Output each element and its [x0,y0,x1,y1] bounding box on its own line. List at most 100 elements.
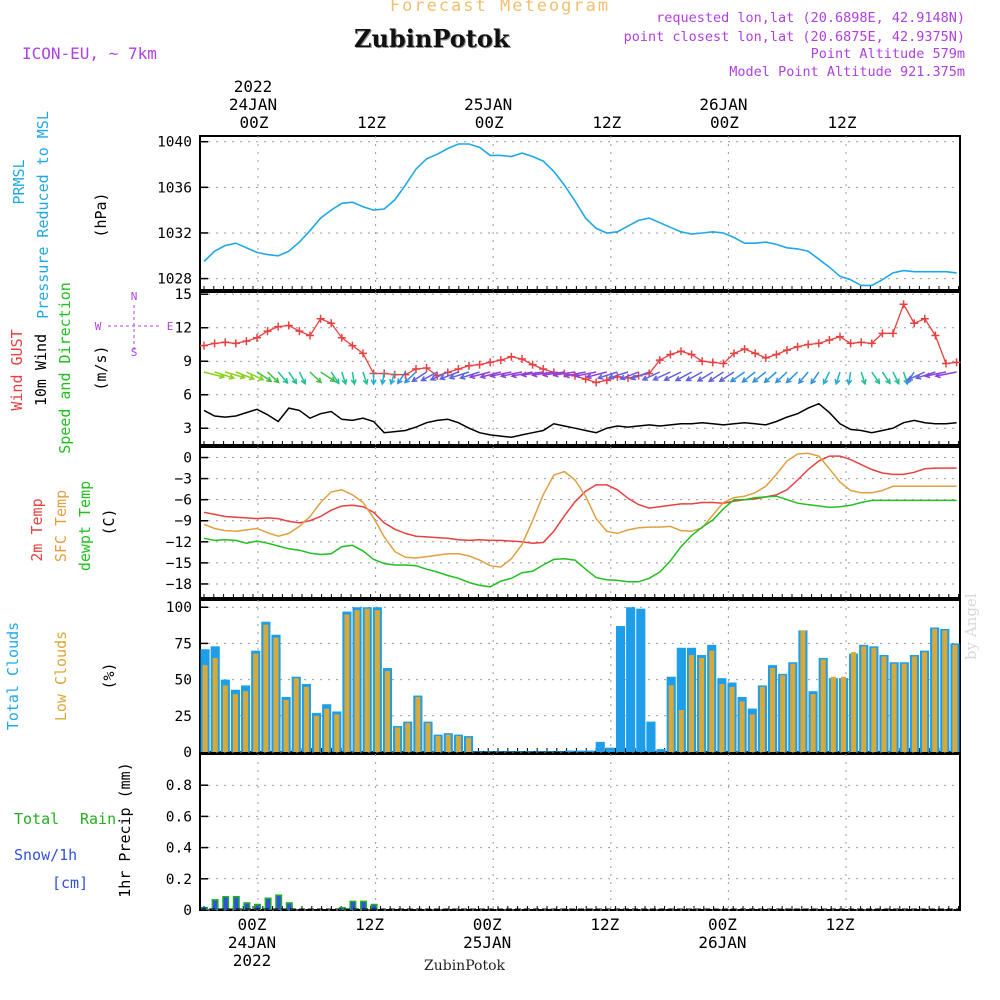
low-cloud-bar [283,699,289,752]
wind-arrow-head [914,373,922,380]
low-cloud-bar [678,710,684,752]
wind-direction-arrow [798,371,809,384]
gust-point [857,338,866,347]
wind-arrow-head [258,375,265,381]
panel-5: 0 0.2 0.4 0.6 0.8 [166,753,961,919]
wind-arrow-head [403,377,411,384]
wind-direction-arrow [381,371,385,385]
wind-arrow-head [520,371,527,378]
low-cloud-bar [324,708,330,752]
gust-point [687,350,696,359]
wind-direction-arrow [288,371,297,384]
wind-direction-arrow [620,371,639,380]
bottom-hour-label: 00Z [238,915,267,934]
bottom-day-label: 25JAN [463,933,511,952]
low-cloud-bar [901,663,907,752]
y-tick-label: −3 [175,472,192,488]
wind-arrow-head [389,378,396,386]
low-cloud-bar [445,734,451,752]
wind-direction-arrow [686,371,703,382]
total-cloud-bar [524,751,534,752]
wind-direction-arrow [404,371,417,384]
wind-arrow-head [885,378,891,385]
gust-point [284,321,293,330]
low-clouds-label: Low Clouds [52,631,70,721]
low-cloud-bar [719,683,725,752]
wind-direction-arrow [421,371,438,382]
gust-point [867,339,876,348]
y-tick-label: 1032 [157,226,192,242]
wind-arrow-head [315,377,323,384]
low-cloud-bar [303,686,309,752]
low-cloud-bar [952,644,958,752]
wind-direction-arrow [362,371,368,385]
top-day-label: 24JAN [229,95,277,114]
low-cloud-bar [243,691,249,752]
gust-point [814,339,823,348]
gust-point [878,329,887,338]
precip-snow-bar [350,902,355,910]
wind-arrow-head [923,372,931,379]
gust-point [528,360,537,369]
wind-direction-arrow [835,371,841,385]
wind-arrow-head [822,378,829,386]
gust-point [401,370,410,379]
precip-snow-bar [287,903,292,910]
total-cloud-bar [585,750,595,752]
total-cloud-bar [504,751,514,752]
wind-arrow-head [228,373,236,380]
wind-direction-arrow [351,371,356,385]
gust-point [581,375,590,384]
low-cloud-bar [790,663,796,752]
total-cloud-bar [494,751,504,752]
dewpt-line [203,495,957,588]
compass-s: S [131,346,138,359]
gust-point [390,370,399,379]
low-cloud-bar [354,610,360,752]
gust-point [306,331,314,340]
top-hour-label: 00Z [710,113,739,132]
total-cloud-bar [474,751,484,752]
precip-unit-label: 1hr Precip (mm) [116,762,134,897]
wind-unit-label: (m/s) [92,345,110,390]
wind-direction-arrow [501,371,523,377]
low-cloud-bar [749,714,755,752]
wind-direction-arrow [320,371,336,382]
y-tick-label: 0.8 [166,778,192,794]
gust-point [475,360,484,369]
wind-arrow-head [282,377,289,385]
low-cloud-bar [293,678,299,752]
gust-point [899,300,908,309]
gust-point [910,319,919,328]
low-cloud-bar [881,656,887,752]
precip-snow-label: Snow/1h [14,846,77,864]
precip-total-label: Total [14,810,59,828]
y-tick-label: 12 [175,321,192,337]
precip-cm-label: [cm] [52,874,88,892]
point-altitude: Point Altitude 579m [810,46,965,62]
gust-point [454,365,463,374]
wind-direction-arrow [752,371,767,383]
y-tick-label: −9 [175,514,192,530]
total-cloud-bar [545,751,555,752]
wind-direction-arrow [235,371,255,380]
model-altitude: Model Point Altitude 921.375m [729,64,965,80]
wind-arrow-head [300,378,307,386]
gust-point [263,327,272,336]
low-cloud-bar [820,659,826,752]
wind-direction-arrow [775,371,788,384]
wind-arrow-head [350,379,357,386]
low-cloud-bar [395,727,401,752]
y-tick-label: 0 [183,903,192,919]
panel-2: 3 6 9 12 15 [175,287,961,446]
wind-arrow-head [607,373,614,380]
clouds-unit-label: (%) [100,662,118,689]
low-cloud-bar [780,675,786,752]
low-cloud-bar [384,670,390,752]
pressure-line [203,143,957,287]
total-clouds-label: Total Clouds [4,622,22,730]
bottom-day-label: 24JAN [228,933,276,952]
wind-arrow-head [629,374,637,381]
low-cloud-bar [800,630,806,752]
pressure-label-unit: (hPa) [92,192,110,237]
